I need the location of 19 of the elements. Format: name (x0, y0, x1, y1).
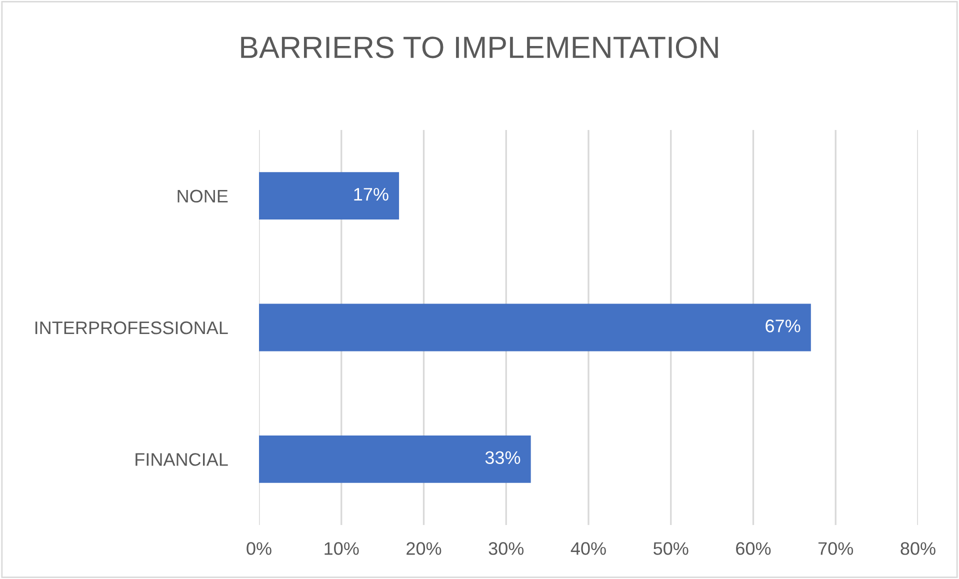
x-tick-label: 60% (736, 542, 771, 555)
x-tick-label: 30% (488, 542, 524, 555)
x-tick-label: 80% (900, 542, 936, 555)
y-tick-label: FINANCIAL (136, 453, 228, 466)
x-tick-label: 50% (654, 542, 688, 555)
x-tick-label: 10% (324, 542, 359, 555)
data-label: 17% (354, 188, 388, 201)
x-tick-label: 70% (818, 542, 854, 555)
x-tick-label: 0% (246, 542, 272, 555)
x-tick-label: 20% (406, 542, 442, 555)
y-tick-label: NONE (178, 190, 228, 203)
data-label: 33% (485, 451, 520, 464)
y-tick-label: INTERPROFESSIONAL (35, 321, 228, 334)
chart-title: BARRIERS TO IMPLEMENTATION (241, 36, 718, 58)
bar (259, 435, 531, 483)
bar (259, 304, 811, 352)
data-label: 67% (766, 320, 800, 332)
x-tick-label: 40% (570, 542, 606, 555)
bar (259, 172, 400, 220)
